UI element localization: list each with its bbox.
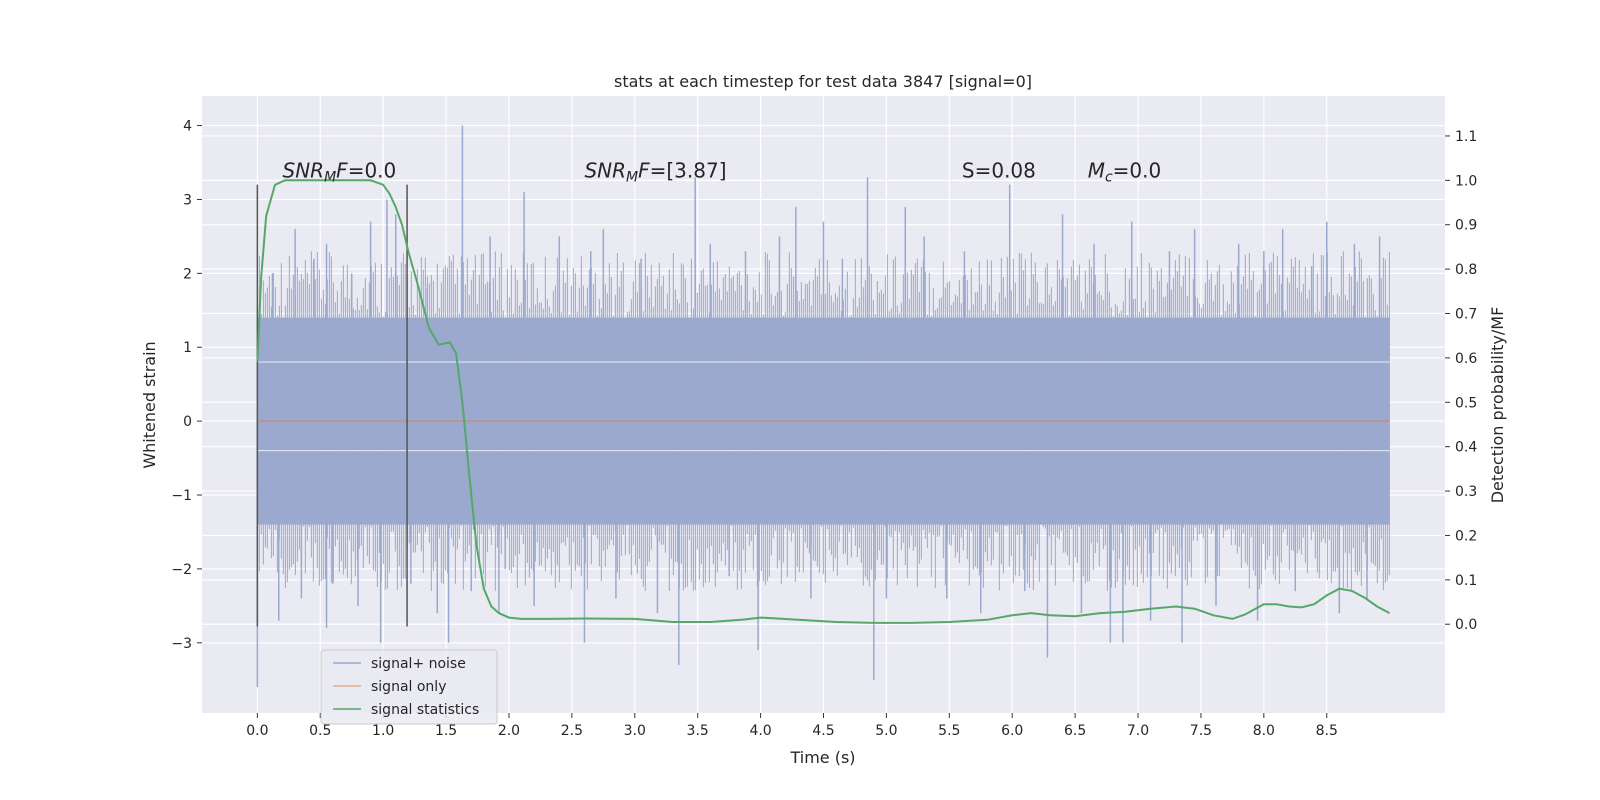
x-tick-label: 7.0 [1127, 723, 1149, 739]
annotation-part: M [1088, 158, 1105, 182]
y-right-tick-label: 0.5 [1455, 395, 1477, 411]
x-tick-label: 3.5 [687, 723, 709, 739]
y-right-tick-label: 0.2 [1455, 528, 1477, 544]
x-tick-label: 8.0 [1253, 723, 1275, 739]
annotation-part: =[3.87] [650, 158, 727, 182]
y-right-tick-label: 1.1 [1455, 129, 1477, 145]
legend: signal+ noise signal only signal statist… [320, 649, 498, 725]
x-tick-label: 6.5 [1064, 723, 1086, 739]
x-tick-label: 3.0 [624, 723, 646, 739]
x-tick-label: 0.0 [246, 723, 268, 739]
x-tick-label: 6.0 [1001, 723, 1023, 739]
x-tick-label: 8.5 [1316, 723, 1338, 739]
x-tick-label: 4.0 [749, 723, 771, 739]
annotation-text: SNRMF=0.0 [283, 158, 397, 185]
annotation-part: F [336, 158, 348, 182]
x-tick-label: 5.0 [875, 723, 897, 739]
y-tick-label: 4 [183, 119, 192, 135]
y-tick-label: 3 [183, 192, 192, 208]
annotation-part: c [1105, 169, 1113, 185]
y-tick-label: −3 [171, 636, 192, 652]
series-layer [256, 179, 1391, 627]
x-tick-label: 7.5 [1190, 723, 1212, 739]
x-tick-label: 2.5 [561, 723, 583, 739]
x-axis-label: Time (s) [789, 748, 855, 767]
y-tick-label: −1 [171, 488, 192, 504]
y-right-tick-label: 0.3 [1455, 484, 1477, 500]
y-right-tick-label: 1.0 [1455, 173, 1477, 189]
annotation-text: S=0.08 [962, 158, 1036, 182]
y-right-tick-label: 0.7 [1455, 307, 1477, 323]
x-tick-label: 0.5 [309, 723, 331, 739]
x-tick-label: 5.5 [938, 723, 960, 739]
y-tick-label: 0 [183, 414, 192, 430]
axis-layer: 0.0 0.5 1.0 1.5 2.0 2.5 3.0 3.5 4.0 4.5 5.0 5.5 6.0 6… [171, 119, 1477, 739]
x-tick-label: 2.0 [498, 723, 520, 739]
y-axis-label: Whitened strain [140, 341, 159, 468]
legend-label-signal-noise: signal+ noise [371, 656, 466, 672]
annotation-text: Mc=0.0 [1088, 158, 1162, 185]
chart-title: stats at each timestep for test data 384… [614, 72, 1032, 91]
annotation-part: =0.0 [348, 158, 397, 182]
legend-box [320, 649, 498, 725]
legend-label-signal-only: signal only [371, 679, 446, 695]
annotation-part: M [324, 169, 336, 185]
legend-label-signal-statistics: signal statistics [371, 702, 479, 718]
annotation-text: SNRMF=[3.87] [584, 158, 726, 185]
y-right-tick-label: 0.6 [1455, 351, 1477, 367]
series-signal-statistics-line [256, 179, 1391, 624]
y-right-tick-label: 0.9 [1455, 218, 1477, 234]
y-tick-label: 1 [183, 340, 192, 356]
annotation-part: F [638, 158, 650, 182]
annotation-layer: SNRMF=0.0 SNRMF=[3.87] S=0.08 Mc=0.0 [283, 158, 1162, 185]
x-tick-label: 1.0 [372, 723, 394, 739]
y-right-tick-label: 0.4 [1455, 440, 1477, 456]
annotation-part: SNR [283, 158, 325, 182]
y-right-tick-label: 0.0 [1455, 617, 1477, 633]
annotation-part: M [626, 169, 638, 185]
annotation-part: SNR [584, 158, 626, 182]
annotation-part: =0.0 [1113, 158, 1162, 182]
y-tick-label: 2 [183, 266, 192, 282]
noise-layer [256, 125, 1390, 688]
y-right-tick-label: 0.8 [1455, 262, 1477, 278]
y-right-axis-label: Detection probability/MF [1488, 307, 1507, 504]
x-tick-label: 1.5 [435, 723, 457, 739]
y-tick-label: −2 [171, 562, 192, 578]
y-right-tick-label: 0.1 [1455, 573, 1477, 589]
x-tick-label: 4.5 [812, 723, 834, 739]
